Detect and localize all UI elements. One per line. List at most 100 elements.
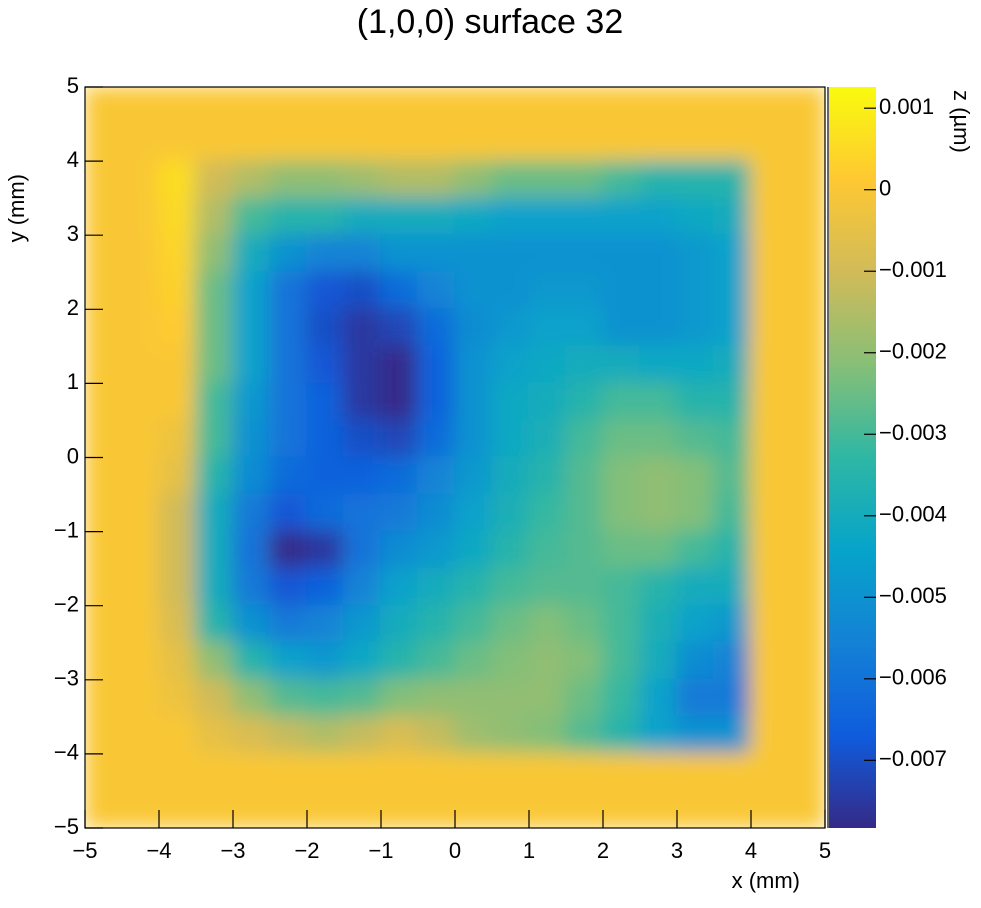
y-tick-label: 0 [67,443,79,468]
heatmap-cell [750,456,789,496]
heatmap-cell [269,308,308,348]
z-axis-label: z (µm) [949,90,974,153]
heatmap-cell [343,678,382,718]
heatmap-cell [121,530,160,570]
heatmap-cell [269,123,308,163]
heatmap-cell [158,604,197,644]
heatmap-cell [639,678,678,718]
heatmap-cell [269,87,308,126]
heatmap-cell [417,567,456,607]
heatmap-cell [713,234,752,274]
x-tick-label: 1 [523,838,535,863]
heatmap-cell [343,530,382,570]
heatmap-cell [602,641,641,681]
heatmap-cell [565,715,604,755]
heatmap-cell [602,567,641,607]
y-tick-label: −2 [54,592,79,617]
heatmap-cell [343,456,382,496]
heatmap-cell [454,715,493,755]
heatmap-cell [380,641,419,681]
heatmap-cell [565,641,604,681]
heatmap-cell [269,419,308,459]
heatmap-cell [528,678,567,718]
heatmap-cell [269,160,308,200]
heatmap-cell [232,678,271,718]
heatmap-cell [676,382,715,422]
heatmap-cell [306,493,345,533]
heatmap-cell [417,530,456,570]
heatmap-cell [528,345,567,385]
heatmap-cell [195,789,234,828]
heatmap-cell [602,715,641,755]
heatmap-cell [195,456,234,496]
heatmap-cell [269,456,308,496]
heatmap-cell [528,493,567,533]
heatmap-cell [602,123,641,163]
heatmap-cell [639,530,678,570]
heatmap-cell [158,234,197,274]
heatmap-cell [195,87,234,126]
heatmap-cell [343,123,382,163]
heatmap-cell [121,641,160,681]
heatmap-cell [676,419,715,459]
heatmap-cell [269,382,308,422]
heatmap-cells [85,87,825,828]
heatmap-cell [454,752,493,792]
heatmap-cell [306,419,345,459]
heatmap-cell [565,271,604,311]
heatmap-cell [380,530,419,570]
heatmap-cell [491,160,530,200]
heatmap-cell [491,567,530,607]
heatmap-cell [195,493,234,533]
heatmap-cell [454,382,493,422]
heatmap-cell [639,456,678,496]
heatmap-cell [750,715,789,755]
heatmap-cell [565,678,604,718]
heatmap-cell [269,271,308,311]
heatmap-cell [787,456,825,496]
heatmap-cell [602,234,641,274]
heatmap-cell [195,345,234,385]
heatmap-cell [787,234,825,274]
heatmap-cell [528,234,567,274]
heatmap-cell [306,234,345,274]
heatmap-cell [491,419,530,459]
x-tick-label: 2 [597,838,609,863]
heatmap-cell [380,789,419,828]
heatmap-cell [343,493,382,533]
heatmap-cell [750,345,789,385]
heatmap-cell [232,789,271,828]
heatmap-cell [306,641,345,681]
heatmap-cell [787,345,825,385]
heatmap-cell [232,160,271,200]
heatmap-cell [195,752,234,792]
heatmap-cell [158,456,197,496]
heatmap-cell [750,382,789,422]
x-tick-label: −1 [368,838,393,863]
heatmap-cell [343,271,382,311]
heatmap-cell [750,308,789,348]
heatmap-cell [85,604,123,644]
heatmap-cell [380,160,419,200]
heatmap-cell [195,567,234,607]
heatmap-cell [491,382,530,422]
heatmap-cell [491,345,530,385]
x-tick-label: 0 [449,838,461,863]
heatmap-cell [121,308,160,348]
heatmap-cell [380,752,419,792]
heatmap-cell [232,308,271,348]
heatmap-cell [787,567,825,607]
heatmap-cell [380,197,419,237]
heatmap-cell [306,123,345,163]
heatmap-cell [158,567,197,607]
heatmap-cell [528,308,567,348]
heatmap-cell [269,715,308,755]
heatmap-cell [343,567,382,607]
heatmap-cell [787,419,825,459]
heatmap-cell [750,419,789,459]
heatmap-cell [676,308,715,348]
heatmap-cell [195,715,234,755]
heatmap-cell [528,752,567,792]
heatmap-cell [713,382,752,422]
heatmap-cell [602,87,641,126]
